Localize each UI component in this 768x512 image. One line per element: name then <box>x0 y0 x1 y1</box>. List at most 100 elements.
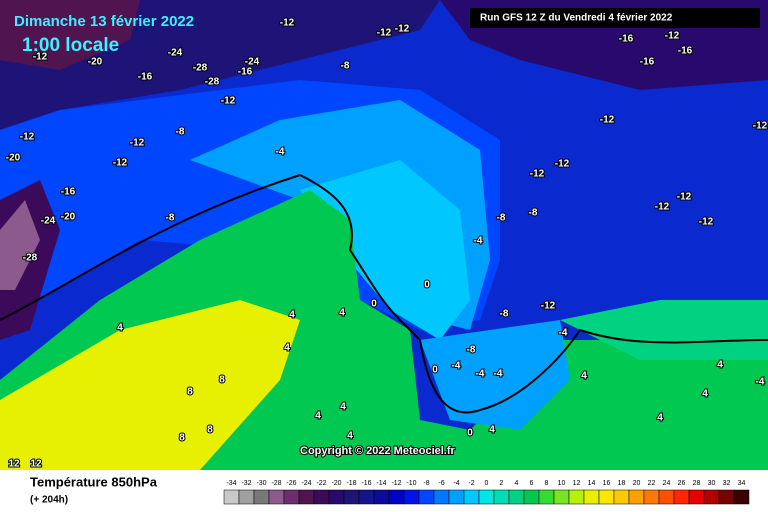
scale-label: -10 <box>406 480 416 487</box>
scale-swatch <box>253 489 270 505</box>
temperature-label: -8 <box>497 213 506 224</box>
temperature-label: -12 <box>665 31 680 42</box>
scale-swatch <box>328 489 345 505</box>
scale-swatch <box>478 489 495 505</box>
temperature-label: 8 <box>219 375 225 386</box>
scale-swatch <box>538 489 555 505</box>
scale-swatch <box>688 489 705 505</box>
scale-label: 18 <box>618 480 626 487</box>
legend-subtitle: (+ 204h) <box>30 495 68 506</box>
scale-label: 6 <box>530 480 534 487</box>
scale-label: -32 <box>241 480 251 487</box>
scale-swatch <box>283 489 300 505</box>
scale-label: -12 <box>391 480 401 487</box>
temperature-label: -12 <box>530 169 545 180</box>
temperature-label: 0 <box>467 428 473 439</box>
scale-label: 10 <box>558 480 566 487</box>
temperature-label: -12 <box>677 192 692 203</box>
temperature-label: 4 <box>339 308 345 319</box>
scale-label: -22 <box>316 480 326 487</box>
temperature-label: -4 <box>452 361 461 372</box>
temperature-label: -12 <box>600 115 615 126</box>
scale-swatch <box>343 489 360 505</box>
scale-label: 22 <box>648 480 656 487</box>
temperature-label: -12 <box>130 138 145 149</box>
scale-label: -30 <box>256 480 266 487</box>
scale-label: -34 <box>226 480 236 487</box>
local-time: 1:00 locale <box>22 35 119 56</box>
temperature-label: 4 <box>657 413 663 424</box>
temperature-label: -16 <box>640 57 655 68</box>
scale-swatch <box>718 489 735 505</box>
scale-swatch <box>733 489 750 505</box>
scale-swatch <box>388 489 405 505</box>
temperature-label: -8 <box>467 345 476 356</box>
temperature-label: -20 <box>88 57 103 68</box>
temperature-label: 4 <box>289 310 295 321</box>
scale-label: 14 <box>588 480 596 487</box>
temperature-label: 0 <box>371 299 377 310</box>
scale-label: -24 <box>301 480 311 487</box>
scale-swatch <box>433 489 450 505</box>
scale-swatch <box>493 489 510 505</box>
color-scale: -34 -32 -30 -28 -26 -24 -22 -20 -18 -16 -14 -12 -10-… <box>223 480 750 505</box>
temperature-label: 4 <box>340 402 346 413</box>
scale-label: 4 <box>515 480 519 487</box>
temperature-label: 4 <box>489 425 495 436</box>
temperature-label: 12 <box>30 459 42 470</box>
temperature-label: -16 <box>238 67 253 78</box>
temperature-label: 8 <box>207 425 213 436</box>
temperature-label: 4 <box>284 343 290 354</box>
scale-label: 24 <box>663 480 671 487</box>
scale-label: -20 <box>331 480 341 487</box>
scale-label: 0 <box>485 480 489 487</box>
temperature-label: -24 <box>41 216 56 227</box>
scale-label: -8 <box>423 480 429 487</box>
scale-swatch <box>568 489 585 505</box>
temperature-label: 4 <box>315 411 321 422</box>
temperature-label: -12 <box>655 202 670 213</box>
temperature-label: 4 <box>717 360 723 371</box>
scale-swatch <box>508 489 525 505</box>
scale-swatch <box>703 489 720 505</box>
temperature-label: -12 <box>33 52 48 63</box>
scale-label: -6 <box>438 480 444 487</box>
temperature-label: -12 <box>753 121 768 132</box>
temperature-label: -28 <box>23 253 38 264</box>
scale-label: -16 <box>361 480 371 487</box>
temperature-label: -16 <box>138 72 153 83</box>
temperature-label: 4 <box>117 323 123 334</box>
map-background <box>0 0 768 470</box>
temperature-label: -12 <box>20 132 35 143</box>
scale-swatch <box>223 489 240 505</box>
temperature-label: -16 <box>678 46 693 57</box>
temperature-label: -8 <box>166 213 175 224</box>
temperature-label: 4 <box>702 389 708 400</box>
scale-label: 16 <box>603 480 611 487</box>
temperature-label: -12 <box>377 28 392 39</box>
scale-swatch <box>523 489 540 505</box>
scale-label: 28 <box>693 480 701 487</box>
scale-label: 12 <box>573 480 581 487</box>
temperature-label: -8 <box>176 127 185 138</box>
temperature-label: -12 <box>555 159 570 170</box>
run-box <box>470 8 760 28</box>
scale-label: 30 <box>708 480 716 487</box>
scale-label: 34 <box>738 480 746 487</box>
scale-swatch <box>613 489 630 505</box>
copyright: Copyright © 2022 Meteociel.fr <box>300 445 456 457</box>
scale-swatch <box>628 489 645 505</box>
scale-label: -4 <box>453 480 459 487</box>
temperature-label: -16 <box>61 187 76 198</box>
temperature-label: 4 <box>347 431 353 442</box>
temperature-label: -4 <box>756 377 765 388</box>
run-info: Run GFS 12 Z du Vendredi 4 février 2022 <box>480 13 673 24</box>
temperature-label: 0 <box>424 280 430 291</box>
scale-label: -14 <box>376 480 386 487</box>
temperature-label: -12 <box>395 24 410 35</box>
scale-swatch <box>553 489 570 505</box>
scale-label: -26 <box>286 480 296 487</box>
temperature-label: 4 <box>581 371 587 382</box>
temperature-label: 0 <box>432 365 438 376</box>
